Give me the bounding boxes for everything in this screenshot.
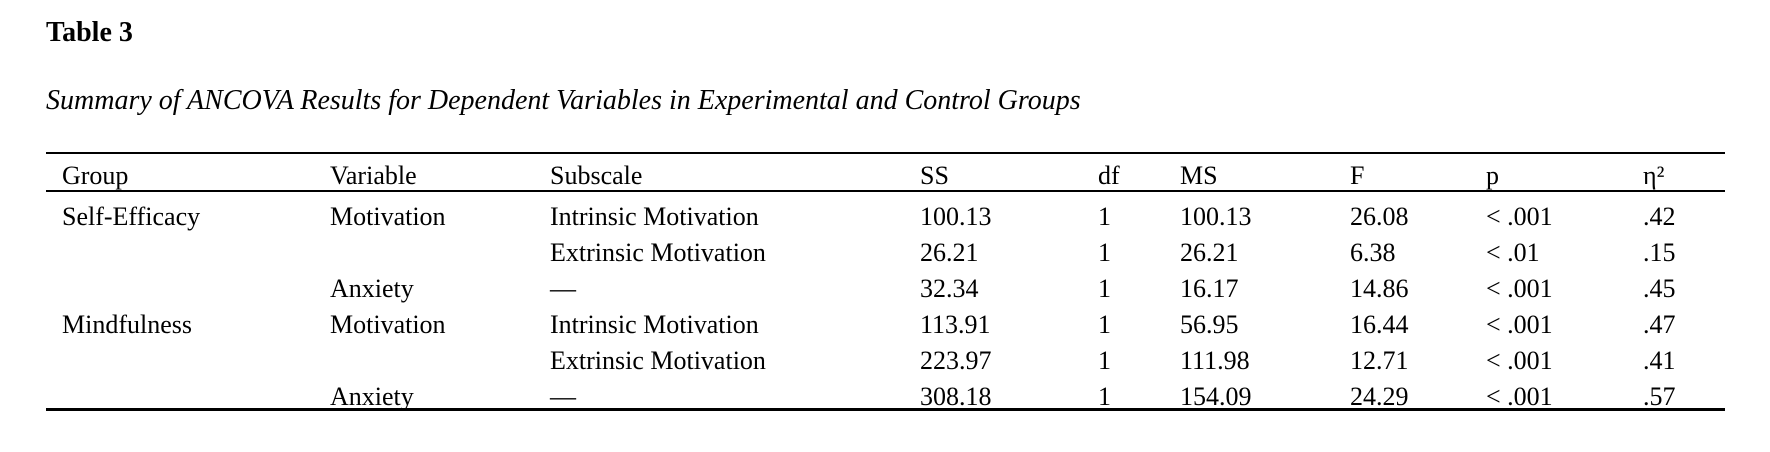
cell-group: Self-Efficacy [62,202,201,231]
cell-variable: Anxiety [330,274,414,303]
table-row: Extrinsic Motivation 223.97 1 111.98 12.… [46,336,1725,375]
cell-f: 12.71 [1350,346,1409,375]
column-header-f: F [1334,152,1470,192]
column-header-df: df [1082,152,1164,192]
cell-variable: Anxiety [314,372,534,411]
cell-f: 16.44 [1350,310,1409,339]
cell-subscale: Extrinsic Motivation [550,346,766,375]
cell-ms: 26.21 [1180,238,1239,267]
cell-variable [314,228,534,264]
cell-f: 24.29 [1334,372,1470,411]
document-page: Table 3 Summary of ANCOVA Results for De… [46,17,1725,411]
cell-subscale: Intrinsic Motivation [550,310,759,339]
cell-p: < .01 [1486,238,1540,267]
cell-group [46,336,314,372]
cell-eta: .47 [1643,310,1676,339]
cell-ms: 154.09 [1164,372,1334,411]
cell-df: 1 [1098,274,1111,303]
cell-variable: Motivation [330,202,446,231]
table-header-row: Group Variable Subscale SS df MS F p η² [46,152,1725,192]
cell-ss: 308.18 [904,372,1082,411]
column-header-ss: SS [904,152,1082,192]
cell-subscale: Intrinsic Motivation [550,202,759,231]
table-row: Anxiety — 32.34 1 16.17 14.86 < .001 .45 [46,264,1725,303]
cell-df: 1 [1098,310,1111,339]
cell-df: 1 [1098,346,1111,375]
cell-p: < .001 [1486,202,1553,231]
table-row: Self-Efficacy Motivation Intrinsic Motiv… [46,191,1725,231]
column-header-variable: Variable [314,152,534,192]
cell-variable [314,336,534,372]
cell-eta: .41 [1643,346,1676,375]
cell-variable: Motivation [330,310,446,339]
column-header-subscale: Subscale [534,152,904,192]
cell-ms: 111.98 [1180,346,1250,375]
cell-subscale: Extrinsic Motivation [550,238,766,267]
cell-p: < .001 [1486,274,1553,303]
cell-subscale: — [534,372,904,411]
cell-ss: 32.34 [920,274,979,303]
table-row: Anxiety — 308.18 1 154.09 24.29 < .001 .… [46,372,1725,411]
ancova-results-table: Group Variable Subscale SS df MS F p η² … [46,152,1725,411]
cell-group [46,264,314,300]
cell-f: 14.86 [1350,274,1409,303]
cell-ms: 56.95 [1180,310,1239,339]
cell-ss: 26.21 [920,238,979,267]
cell-p: < .001 [1486,346,1553,375]
cell-p: < .001 [1470,372,1627,411]
table-caption: Summary of ANCOVA Results for Dependent … [46,85,1081,116]
cell-f: 26.08 [1350,202,1409,231]
cell-eta: .15 [1643,238,1676,267]
column-header-eta-squared: η² [1627,152,1725,192]
cell-eta: .57 [1627,372,1725,411]
cell-ss: 113.91 [920,310,991,339]
cell-ss: 223.97 [920,346,992,375]
cell-p: < .001 [1486,310,1553,339]
cell-ms: 16.17 [1180,274,1239,303]
table-row: Extrinsic Motivation 26.21 1 26.21 6.38 … [46,228,1725,267]
cell-group [46,228,314,264]
cell-df: 1 [1098,202,1111,231]
cell-eta: .42 [1643,202,1676,231]
column-header-p: p [1470,152,1627,192]
table-number: Table 3 [46,17,133,48]
column-header-ms: MS [1164,152,1334,192]
table-row: Mindfulness Motivation Intrinsic Motivat… [46,300,1725,339]
cell-df: 1 [1098,238,1111,267]
cell-df: 1 [1082,372,1164,411]
cell-ss: 100.13 [920,202,992,231]
cell-group [46,372,314,411]
cell-f: 6.38 [1350,238,1396,267]
cell-group: Mindfulness [62,310,192,339]
cell-eta: .45 [1643,274,1676,303]
cell-subscale: — [550,274,576,303]
column-header-group: Group [46,152,314,192]
cell-ms: 100.13 [1180,202,1252,231]
